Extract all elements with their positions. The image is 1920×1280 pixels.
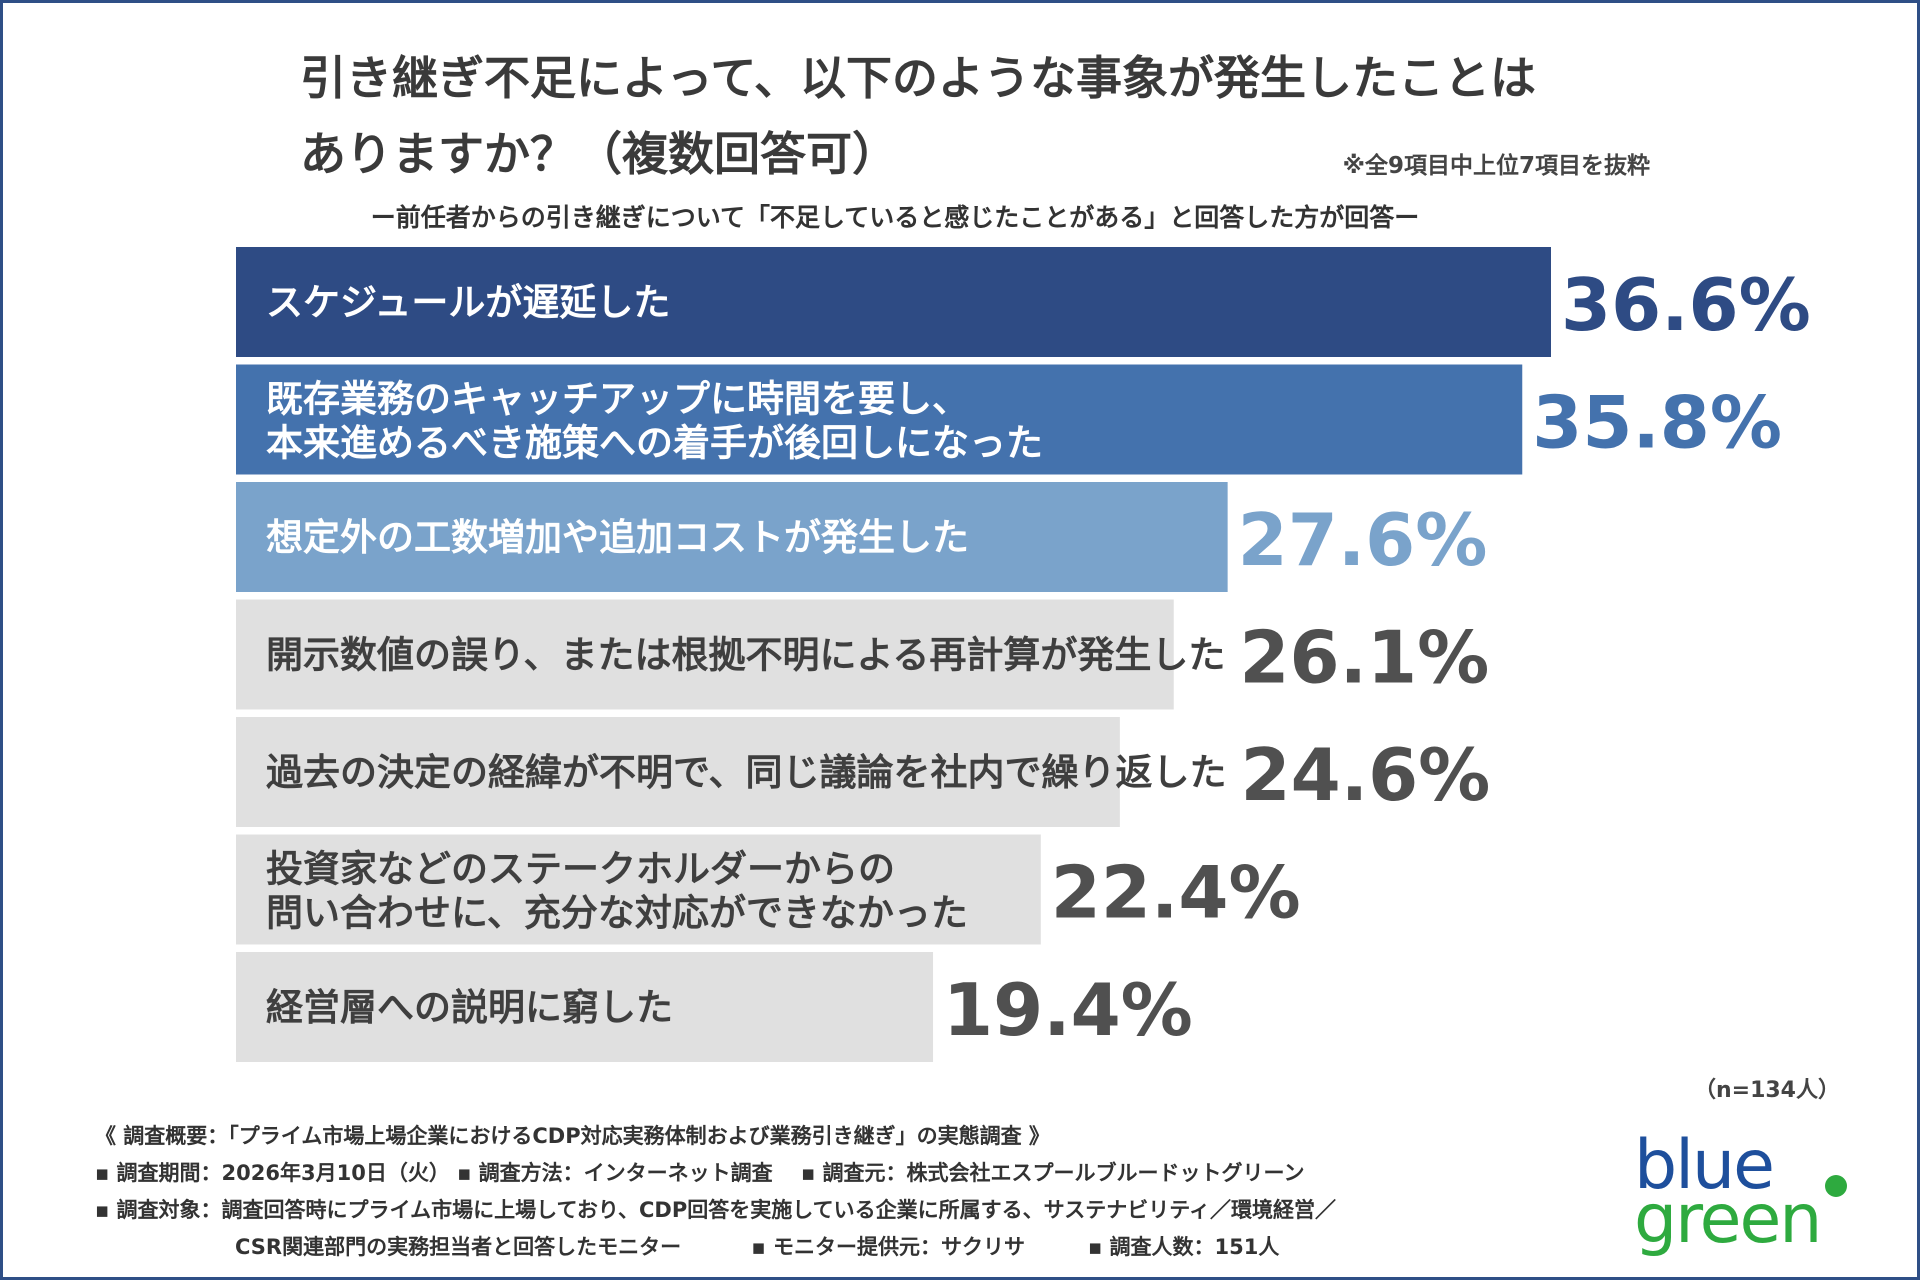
bar-label-2: 既存業務のキャッチアップに時間を要し、本来進めるべき施策への着手が後回しになった [266, 378, 1043, 465]
title-line-1: 引き継ぎ不足によって、以下のような事象が発生したことは [300, 51, 1537, 105]
footer-survey-target-cont: CSR関連部門の実務担当者と回答したモニター ▪ モニター提供元：サクリサ ▪ … [235, 1235, 1280, 1259]
bar-7 [236, 952, 934, 1062]
bar-label-5: 過去の決定の経緯が不明で、同じ議論を社内で繰り返した [266, 751, 1227, 794]
bar-label-3: 想定外の工数増加や追加コストが発生した [266, 516, 969, 559]
bar-4 [236, 599, 1174, 710]
logo-word-blue: blue [1634, 1126, 1775, 1205]
bar-value-6: 22.4% [1051, 851, 1301, 935]
bar-label-4: 開示数値の誤り、または根拠不明による再計算が発生した [266, 634, 1225, 677]
footer-survey-period: ▪ 調査期間：2026年3月10日（火） ▪ 調査方法：インターネット調査 ▪ … [95, 1161, 1305, 1185]
bar-value-1: 36.6% [1561, 263, 1811, 347]
bar-value-5: 24.6% [1241, 733, 1491, 817]
bar-1 [236, 247, 1551, 357]
bar-value-4: 26.1% [1239, 616, 1489, 700]
title-line-2: ありますか？（複数回答可） [300, 127, 898, 181]
bar-3 [236, 482, 1228, 592]
chart-subtitle: ー前任者からの引き継ぎについて「不足していると感じたことがある」と回答した方が回… [370, 203, 1420, 232]
bar-label-1: スケジュールが遅延した [266, 281, 670, 324]
bar-2 [236, 364, 1523, 475]
footer-survey-title: 《 調査概要：「プライム市場上場企業におけるCDP対応実務体制および業務引き継ぎ… [95, 1124, 1050, 1148]
bar-value-3: 27.6% [1238, 498, 1488, 582]
logo-word-green: green [1634, 1180, 1822, 1259]
bluegreen-logo: blue green [1620, 1120, 1880, 1270]
bar-chart: スケジュールが遅延した 36.6% 既存業務のキャッチアップに時間を要し、本来進める… [236, 247, 1811, 1062]
footer-survey-target: ▪ 調査対象：調査回答時にプライム市場に上場しており、CDP回答を実施している企… [95, 1198, 1336, 1222]
chart-title: 引き継ぎ不足によって、以下のような事象が発生したことは ありますか？（複数回答可… [300, 40, 1700, 192]
sample-size-label: （n=134人） [1693, 1078, 1840, 1103]
bar-label-6: 投資家などのステークホルダーからの問い合わせに、充分な対応ができなかった [266, 848, 968, 935]
survey-footer: 《 調査概要：「プライム市場上場企業におけるCDP対応実務体制および業務引き継ぎ… [95, 1118, 1555, 1266]
bar-5 [236, 717, 1120, 827]
bar-6 [236, 834, 1041, 945]
bar-value-7: 19.4% [943, 968, 1193, 1052]
bar-label-7: 経営層への説明に窮した [266, 986, 673, 1029]
bar-value-2: 35.8% [1532, 381, 1782, 465]
selection-note: ※全9項目中上位7項目を抜粋 [1342, 153, 1650, 179]
logo-dot [1825, 1175, 1847, 1197]
